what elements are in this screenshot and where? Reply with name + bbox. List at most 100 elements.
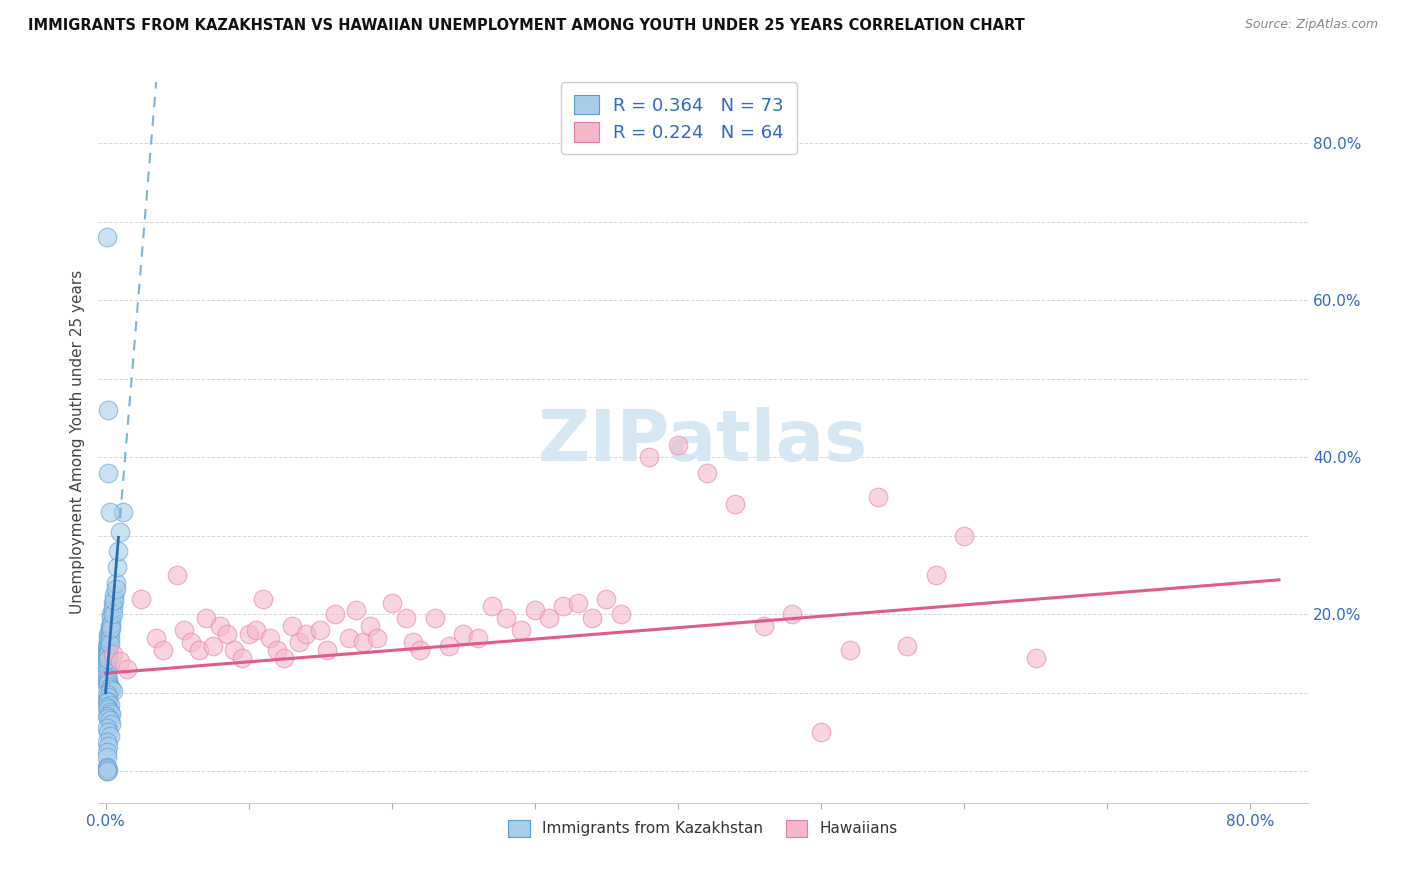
Point [96, 647, 118, 661]
Point [108, 655, 131, 669]
Point [100, 707, 122, 722]
Point [366, 631, 388, 645]
Point [201, 639, 224, 653]
Point [280, 619, 302, 633]
Point [252, 591, 274, 606]
Point [538, 611, 561, 625]
Point [724, 497, 747, 511]
Point [953, 529, 976, 543]
Point [337, 631, 360, 645]
Point [96, 721, 118, 735]
Point [97, 403, 120, 417]
Point [638, 450, 661, 465]
Point [104, 575, 127, 590]
Point [98, 680, 121, 694]
Point [100, 607, 122, 622]
Point [96, 655, 118, 669]
Point [97, 631, 120, 645]
Point [868, 490, 890, 504]
Point [103, 593, 125, 607]
Point [245, 623, 267, 637]
Point [316, 642, 339, 657]
Text: IMMIGRANTS FROM KAZAKHSTAN VS HAWAIIAN UNEMPLOYMENT AMONG YOUTH UNDER 25 YEARS C: IMMIGRANTS FROM KAZAKHSTAN VS HAWAIIAN U… [28, 18, 1025, 33]
Point [98, 505, 121, 519]
Point [96, 764, 118, 779]
Point [437, 639, 460, 653]
Point [131, 591, 153, 606]
Point [481, 599, 503, 614]
Point [402, 635, 425, 649]
Point [495, 611, 517, 625]
Point [145, 631, 167, 645]
Point [101, 647, 124, 661]
Point [105, 560, 128, 574]
Point [96, 678, 118, 692]
Point [98, 627, 121, 641]
Y-axis label: Unemployment Among Youth under 25 years: Unemployment Among Youth under 25 years [70, 269, 86, 614]
Point [238, 627, 260, 641]
Point [924, 568, 946, 582]
Point [553, 599, 575, 614]
Point [752, 619, 775, 633]
Point [595, 591, 617, 606]
Point [96, 639, 118, 653]
Point [97, 763, 120, 777]
Point [101, 601, 124, 615]
Point [96, 761, 118, 775]
Point [209, 619, 232, 633]
Point [523, 603, 546, 617]
Point [259, 631, 281, 645]
Point [782, 607, 804, 622]
Point [581, 611, 603, 625]
Point [352, 635, 374, 649]
Point [97, 635, 120, 649]
Point [97, 627, 120, 641]
Point [359, 619, 381, 633]
Point [98, 637, 121, 651]
Point [98, 698, 121, 712]
Point [100, 681, 122, 696]
Point [97, 672, 120, 686]
Point [96, 666, 118, 681]
Point [166, 568, 188, 582]
Point [231, 650, 253, 665]
Point [467, 631, 489, 645]
Point [108, 524, 131, 539]
Point [287, 635, 309, 649]
Point [453, 627, 475, 641]
Point [409, 642, 432, 657]
Point [1025, 650, 1047, 665]
Point [104, 582, 127, 597]
Point [100, 616, 122, 631]
Point [97, 725, 120, 739]
Point [100, 622, 122, 636]
Point [295, 627, 318, 641]
Point [97, 690, 120, 704]
Point [896, 639, 918, 653]
Point [111, 505, 134, 519]
Point [96, 750, 118, 764]
Point [696, 466, 718, 480]
Point [100, 611, 122, 625]
Point [98, 619, 121, 633]
Point [187, 642, 209, 657]
Point [96, 642, 118, 657]
Point [567, 595, 589, 609]
Point [100, 717, 122, 731]
Point [96, 764, 118, 778]
Point [115, 662, 138, 676]
Legend: Immigrants from Kazakhstan, Hawaiians: Immigrants from Kazakhstan, Hawaiians [499, 811, 907, 846]
Point [97, 648, 120, 662]
Point [96, 700, 118, 714]
Point [96, 760, 118, 774]
Point [96, 670, 118, 684]
Point [96, 230, 118, 244]
Point [224, 642, 246, 657]
Point [273, 650, 295, 665]
Point [173, 623, 195, 637]
Point [101, 607, 124, 622]
Point [381, 595, 404, 609]
Point [666, 438, 689, 452]
Point [97, 652, 120, 666]
Point [96, 745, 118, 759]
